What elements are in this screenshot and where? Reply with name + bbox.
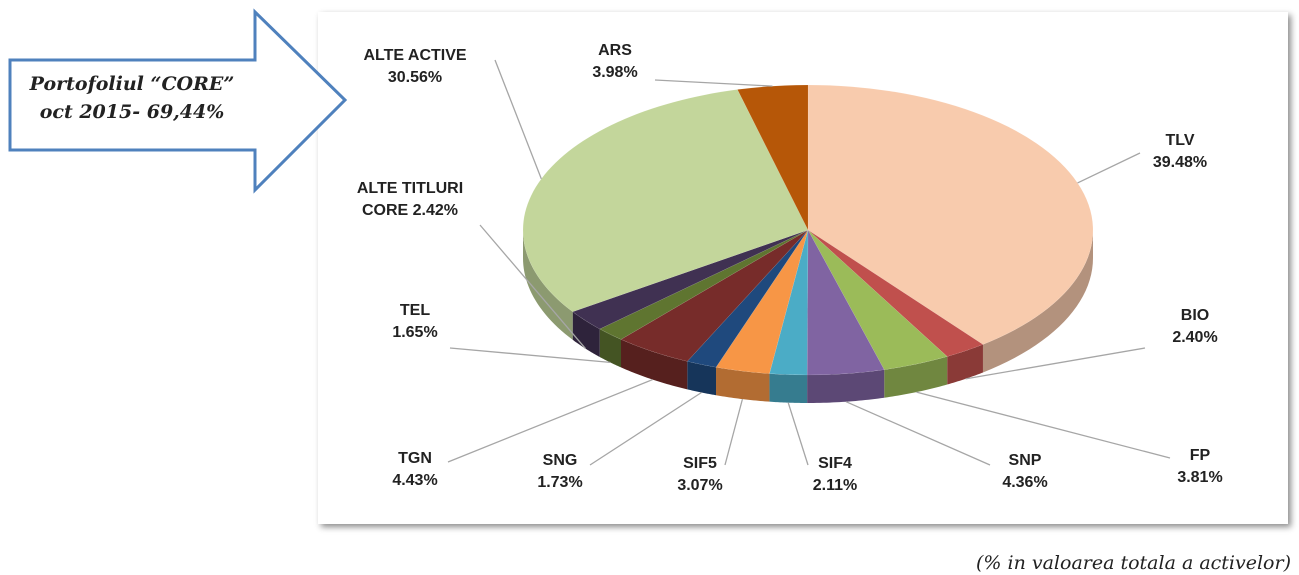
footnote: (% in valoarea totala a activelor) — [976, 552, 1291, 574]
slice-side — [687, 361, 717, 396]
slice — [620, 229, 809, 390]
data-label: SNG 1.73% — [537, 450, 582, 494]
callout-line: oct 2015- 69,44% — [39, 101, 225, 123]
slice — [572, 229, 809, 357]
leader-line — [965, 347, 1146, 380]
value-label: 1.73% — [537, 474, 583, 491]
slice-side — [572, 311, 600, 357]
value-label: 2.40% — [1172, 329, 1218, 346]
value-label: 4.36% — [1002, 474, 1048, 491]
data-label: FP 3.81% — [1177, 445, 1222, 489]
category-label: ALTE ACTIVE — [363, 47, 467, 64]
category-label: FP — [1189, 447, 1211, 464]
slice-top — [769, 229, 809, 376]
leader-line — [447, 378, 653, 463]
data-label: TGN 4.43% — [392, 448, 437, 492]
value-label: 1.65% — [392, 324, 438, 341]
slice-side — [523, 230, 573, 340]
value-label: 3.07% — [677, 477, 723, 494]
leader-line — [724, 398, 744, 466]
slice-side — [599, 328, 622, 368]
data-label: ARS 3.98% — [592, 40, 637, 84]
value-label: 3.98% — [592, 64, 638, 81]
data-label: ALTE TITLURI CORE 2.42% — [348, 178, 473, 222]
value-label: 3.81% — [1177, 469, 1223, 486]
category-label: SNP — [1008, 452, 1042, 469]
value-label: 2.42% — [412, 202, 459, 219]
slice — [715, 229, 809, 402]
leader-line — [916, 391, 1171, 459]
value-label: 2.11% — [812, 477, 858, 494]
slice-side — [982, 230, 1093, 373]
slice-top — [807, 84, 1094, 345]
category-label: TEL — [399, 302, 431, 319]
slice — [806, 229, 885, 403]
value-label: 30.56% — [387, 69, 443, 86]
callout-line: Portofoliul “CORE” — [29, 73, 235, 95]
callout-arrow — [8, 8, 348, 194]
leader-line — [845, 401, 991, 466]
slice-side — [621, 339, 688, 390]
slice-side — [884, 356, 948, 398]
slice — [807, 84, 1094, 373]
category-label: ALTE TITLURI CORE — [356, 180, 464, 219]
data-label: SIF5 3.07% — [677, 453, 722, 497]
callout: Portofoliul “CORE” oct 2015- 69,44% — [12, 70, 252, 126]
slice — [807, 229, 948, 398]
category-label: BIO — [1180, 307, 1210, 324]
category-label: TGN — [398, 450, 432, 467]
data-label: TEL 1.65% — [392, 300, 437, 344]
slice-side — [807, 369, 885, 403]
category-label: SIF4 — [818, 455, 852, 472]
leader-line — [654, 79, 773, 87]
slice-top — [807, 229, 948, 370]
data-label: BIO 2.40% — [1172, 305, 1217, 349]
category-label: SNG — [542, 452, 578, 469]
slice-top — [620, 229, 809, 362]
slice-top — [715, 229, 809, 374]
category-label: SIF5 — [683, 455, 717, 472]
slice-top — [522, 89, 809, 313]
data-label: SNP 4.36% — [1002, 450, 1047, 494]
category-label: TLV — [1165, 132, 1195, 149]
slice-top — [807, 229, 984, 357]
slice-top — [599, 229, 809, 340]
value-label: 4.43% — [392, 472, 438, 489]
leader-line — [1077, 152, 1141, 184]
slice — [599, 229, 809, 368]
slice — [807, 229, 984, 385]
value-label: 39.48% — [1152, 154, 1208, 171]
slice-side — [769, 373, 808, 403]
category-label: ARS — [598, 42, 632, 59]
slice — [522, 89, 809, 340]
leader-line — [787, 402, 809, 466]
data-label: TLV 39.48% — [1153, 130, 1207, 174]
slice-top — [572, 229, 809, 330]
leader-line — [479, 224, 587, 350]
slice-side — [716, 367, 770, 402]
leader-line — [449, 347, 611, 363]
slice-top — [686, 229, 809, 368]
data-label: SIF4 2.11% — [813, 453, 857, 497]
data-label: ALTE ACTIVE 30.56% — [363, 45, 466, 89]
slice-top — [806, 229, 885, 376]
slice — [769, 229, 809, 403]
leader-line — [589, 391, 702, 466]
leader-line — [494, 59, 542, 180]
slice — [686, 229, 809, 396]
slice-side — [947, 344, 983, 385]
